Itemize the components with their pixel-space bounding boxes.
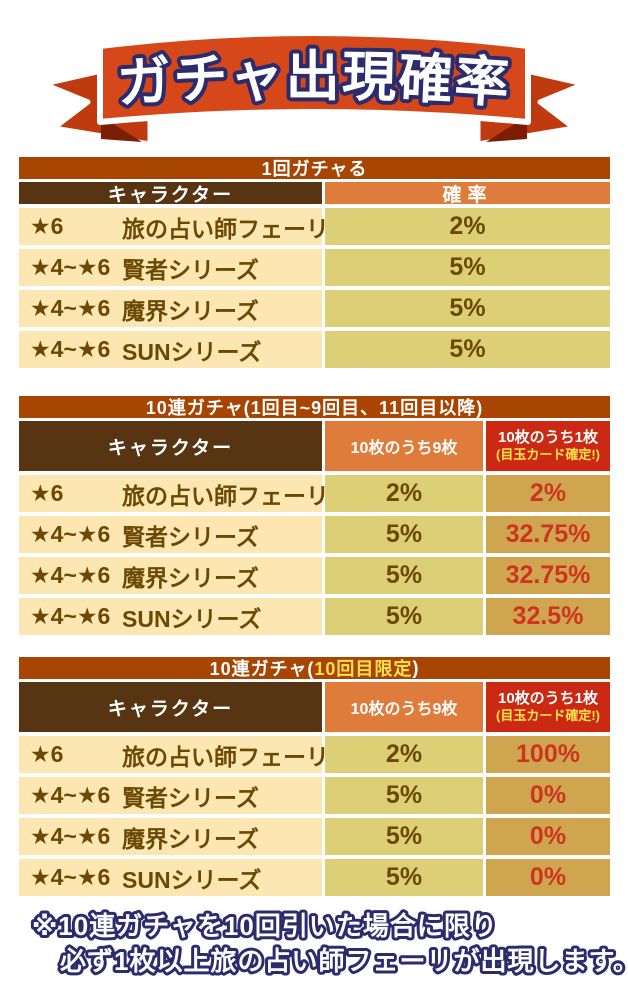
header-line1: 10枚のうち1枚 — [497, 429, 599, 447]
header-line2: (目玉カード確定!) — [496, 447, 600, 463]
table-title: 10連ガチャ( 10回目限定 ) — [19, 657, 610, 679]
table-ten-pull-normal: 10連ガチャ(1回目~9回目、11回目以降) キャラクター 10枚のうち9枚 1… — [19, 396, 610, 635]
table-grid: キャラクター 10枚のうち9枚 10枚のうち1枚 (目玉カード確定!) ★6 旅… — [19, 421, 610, 635]
character-name: 旅の占い師フェーリ — [122, 482, 329, 509]
character-name: SUNシリーズ — [122, 338, 262, 365]
rate-nine-value: 5% — [325, 516, 483, 553]
star-rarity: ★6 — [30, 213, 64, 239]
column-header-nine-cards: 10枚のうち9枚 — [325, 682, 483, 732]
table-grid: キャラクター 10枚のうち9枚 10枚のうち1枚 (目玉カード確定!) ★6 旅… — [19, 682, 610, 896]
column-header-rate: 確率 — [325, 182, 610, 206]
character-name: 魔界シリーズ — [122, 564, 259, 591]
table-row-character: ★4~★6 魔界シリーズ — [19, 818, 322, 855]
rate-one-value: 32.5% — [486, 598, 610, 635]
rate-nine-value: 5% — [325, 557, 483, 594]
table-grid: キャラクター 確率 ★6 旅の占い師フェーリ 2% ★4~★6 賢者シリーズ 5… — [19, 182, 610, 368]
rate-nine-value: 5% — [325, 818, 483, 855]
table-title: 1回ガチャる — [19, 157, 610, 179]
rate-one-value: 0% — [486, 777, 610, 814]
table-row-character: ★6 旅の占い師フェーリ — [19, 736, 329, 773]
character-name: 旅の占い師フェーリ — [122, 215, 329, 242]
header-line2: (目玉カード確定!) — [496, 708, 600, 724]
rate-value: 2% — [325, 208, 610, 245]
footnote-line1: ※10連ガチャを10回引いた場合に限り — [32, 911, 498, 941]
table-row-character: ★6 旅の占い師フェーリ — [19, 475, 329, 512]
character-name: 賢者シリーズ — [122, 523, 259, 550]
table-row-character: ★4~★6 SUNシリーズ — [19, 598, 322, 635]
rate-nine-value: 2% — [325, 736, 483, 773]
rate-one-value: 100% — [486, 736, 610, 773]
rate-nine-value: 2% — [325, 475, 483, 512]
star-rarity: ★6 — [30, 480, 64, 506]
table-row-character: ★4~★6 SUNシリーズ — [19, 859, 322, 896]
rate-one-value: 32.75% — [486, 516, 610, 553]
star-rarity: ★4~★6 — [30, 823, 111, 849]
rate-nine-value: 5% — [325, 859, 483, 896]
table-row-character: ★4~★6 SUNシリーズ — [19, 331, 322, 368]
rate-one-value: 0% — [486, 818, 610, 855]
banner-title: ガチャ出現確率 — [115, 47, 512, 114]
rate-value: 5% — [325, 249, 610, 286]
star-rarity: ★4~★6 — [30, 782, 111, 808]
rate-nine-value: 5% — [325, 598, 483, 635]
table-title-suffix: ) — [412, 657, 420, 678]
rate-value: 5% — [325, 290, 610, 327]
character-name: 魔界シリーズ — [122, 297, 259, 324]
table-row-character: ★6 旅の占い師フェーリ — [19, 208, 329, 245]
star-rarity: ★4~★6 — [30, 336, 111, 362]
table-title-highlight: 10回目限定 — [314, 659, 413, 679]
star-rarity: ★4~★6 — [30, 562, 111, 588]
footnote: ※10連ガチャを10回引いた場合に限り 必ず1枚以上旅の占い師フェーリが出現しま… — [29, 908, 628, 979]
star-rarity: ★4~★6 — [30, 603, 111, 629]
character-name: 賢者シリーズ — [122, 256, 259, 283]
header-line1: 10枚のうち1枚 — [497, 690, 599, 708]
character-name: 旅の占い師フェーリ — [122, 743, 329, 770]
footnote-line2: 必ず1枚以上旅の占い師フェーリが出現します。 — [60, 946, 628, 976]
ribbon-band — [97, 30, 531, 125]
table-title-prefix: 10連ガチャ( — [209, 659, 315, 679]
rate-one-value: 2% — [486, 475, 610, 512]
table-title-text: 10連ガチャ(1回目~9回目、11回目以降) — [145, 398, 484, 418]
rate-value: 5% — [325, 331, 610, 368]
rate-nine-value: 5% — [325, 777, 483, 814]
character-name: SUNシリーズ — [122, 866, 262, 893]
banner-ribbon: ガチャ出現確率 — [41, 30, 587, 147]
column-header-one-card: 10枚のうち1枚 (目玉カード確定!) — [486, 421, 610, 471]
star-rarity: ★4~★6 — [30, 521, 111, 547]
column-header-character: キャラクター — [19, 182, 322, 206]
table-title: 10連ガチャ(1回目~9回目、11回目以降) — [19, 396, 610, 418]
table-row-character: ★4~★6 賢者シリーズ — [19, 249, 322, 286]
table-row-character: ★4~★6 魔界シリーズ — [19, 290, 322, 327]
star-rarity: ★4~★6 — [30, 254, 111, 280]
column-header-character: キャラクター — [19, 421, 322, 471]
character-name: 魔界シリーズ — [122, 825, 259, 852]
table-row-character: ★4~★6 賢者シリーズ — [19, 777, 322, 814]
column-header-nine-cards: 10枚のうち9枚 — [325, 421, 483, 471]
rate-one-value: 32.75% — [486, 557, 610, 594]
table-title-text: 1回ガチャる — [261, 159, 368, 179]
character-name: SUNシリーズ — [122, 605, 262, 632]
column-header-one-card: 10枚のうち1枚 (目玉カード確定!) — [486, 682, 610, 732]
table-ten-pull-tenth: 10連ガチャ( 10回目限定 ) キャラクター 10枚のうち9枚 10枚のうち1… — [19, 657, 610, 896]
table-row-character: ★4~★6 魔界シリーズ — [19, 557, 322, 594]
table-single-pull: 1回ガチャる キャラクター 確率 ★6 旅の占い師フェーリ 2% ★4~★6 賢… — [19, 157, 610, 368]
rate-one-value: 0% — [486, 859, 610, 896]
column-header-character: キャラクター — [19, 682, 322, 732]
table-row-character: ★4~★6 賢者シリーズ — [19, 516, 322, 553]
character-name: 賢者シリーズ — [122, 784, 259, 811]
star-rarity: ★4~★6 — [30, 864, 111, 890]
star-rarity: ★6 — [30, 741, 64, 767]
star-rarity: ★4~★6 — [30, 295, 111, 321]
